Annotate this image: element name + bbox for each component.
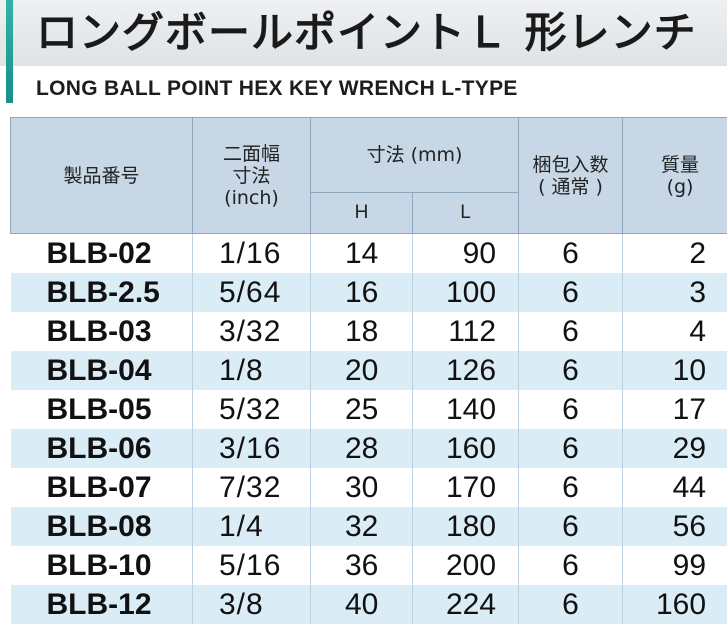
- cell-pack: 6: [519, 351, 623, 390]
- cell-l: 160: [413, 429, 519, 468]
- cell-pack: 6: [519, 312, 623, 351]
- cell-h: 16: [311, 273, 413, 312]
- table-row: BLB-2.5 5/64 16 100 6 3: [11, 273, 727, 312]
- cell-model: BLB-2.5: [11, 273, 193, 312]
- cell-h: 40: [311, 585, 413, 624]
- cell-model: BLB-04: [11, 351, 193, 390]
- table-row: BLB-02 1/16 14 90 6 2: [11, 234, 727, 274]
- cell-l: 200: [413, 546, 519, 585]
- cell-l: 90: [413, 234, 519, 274]
- cell-h: 14: [311, 234, 413, 274]
- cell-inch: 1/8: [193, 351, 311, 390]
- page-subtitle: LONG BALL POINT HEX KEY WRENCH L-TYPE: [36, 77, 518, 101]
- cell-mass: 56: [623, 507, 727, 546]
- cell-h: 30: [311, 468, 413, 507]
- table-row: BLB-07 7/32 30 170 6 44: [11, 468, 727, 507]
- cell-l: 224: [413, 585, 519, 624]
- cell-h: 28: [311, 429, 413, 468]
- cell-inch: 5/64: [193, 273, 311, 312]
- cell-pack: 6: [519, 585, 623, 624]
- header-width: 二面幅 寸法 (inch): [193, 118, 311, 234]
- cell-mass: 10: [623, 351, 727, 390]
- table-row: BLB-12 3/8 40 224 6 160: [11, 585, 727, 624]
- cell-inch: 7/32: [193, 468, 311, 507]
- cell-pack: 6: [519, 390, 623, 429]
- cell-model: BLB-06: [11, 429, 193, 468]
- table-row: BLB-05 5/32 25 140 6 17: [11, 390, 727, 429]
- header-dimension-label: 寸法 (mm): [367, 144, 463, 166]
- cell-h: 36: [311, 546, 413, 585]
- cell-inch: 1/16: [193, 234, 311, 274]
- spec-table: 製品番号 二面幅 寸法 (inch) 寸法 (mm) 梱包入数 ( 通常 ) 質…: [10, 117, 727, 624]
- header-mass-line1: 質量: [661, 154, 699, 176]
- cell-pack: 6: [519, 468, 623, 507]
- cell-model: BLB-02: [11, 234, 193, 274]
- header-model-label: 製品番号: [63, 165, 139, 187]
- cell-model: BLB-03: [11, 312, 193, 351]
- cell-inch: 3/8: [193, 585, 311, 624]
- cell-l: 140: [413, 390, 519, 429]
- cell-model: BLB-08: [11, 507, 193, 546]
- table-row: BLB-06 3/16 28 160 6 29: [11, 429, 727, 468]
- cell-h: 18: [311, 312, 413, 351]
- cell-model: BLB-12: [11, 585, 193, 624]
- header-mass-line2: (g): [667, 176, 694, 198]
- cell-l: 126: [413, 351, 519, 390]
- header-pack: 梱包入数 ( 通常 ): [519, 118, 623, 234]
- cell-pack: 6: [519, 234, 623, 274]
- header-model: 製品番号: [11, 118, 193, 234]
- cell-h: 32: [311, 507, 413, 546]
- header-mass: 質量 (g): [623, 118, 727, 234]
- table-row: BLB-10 5/16 36 200 6 99: [11, 546, 727, 585]
- header-h: H: [311, 193, 413, 234]
- accent-bar: [6, 0, 13, 103]
- header-width-line1: 二面幅: [223, 143, 280, 165]
- cell-l: 170: [413, 468, 519, 507]
- header-l: L: [413, 193, 519, 234]
- cell-mass: 4: [623, 312, 727, 351]
- table-row: BLB-03 3/32 18 112 6 4: [11, 312, 727, 351]
- cell-l: 100: [413, 273, 519, 312]
- header-width-line2: 寸法: [232, 165, 270, 187]
- cell-l: 112: [413, 312, 519, 351]
- cell-pack: 6: [519, 429, 623, 468]
- cell-pack: 6: [519, 507, 623, 546]
- cell-inch: 3/32: [193, 312, 311, 351]
- cell-model: BLB-07: [11, 468, 193, 507]
- table-row: BLB-08 1/4 32 180 6 56: [11, 507, 727, 546]
- cell-mass: 2: [623, 234, 727, 274]
- cell-inch: 3/16: [193, 429, 311, 468]
- cell-h: 20: [311, 351, 413, 390]
- cell-mass: 17: [623, 390, 727, 429]
- cell-l: 180: [413, 507, 519, 546]
- cell-model: BLB-05: [11, 390, 193, 429]
- cell-model: BLB-10: [11, 546, 193, 585]
- header-pack-line2: ( 通常 ): [538, 176, 603, 198]
- cell-mass: 160: [623, 585, 727, 624]
- cell-inch: 5/32: [193, 390, 311, 429]
- table-row: BLB-04 1/8 20 126 6 10: [11, 351, 727, 390]
- cell-inch: 5/16: [193, 546, 311, 585]
- cell-mass: 3: [623, 273, 727, 312]
- page-title: ロングボールポイントＬ 形レンチ: [36, 8, 697, 58]
- cell-pack: 6: [519, 273, 623, 312]
- cell-pack: 6: [519, 546, 623, 585]
- header-width-line3: (inch): [224, 187, 279, 209]
- cell-inch: 1/4: [193, 507, 311, 546]
- cell-h: 25: [311, 390, 413, 429]
- header-pack-line1: 梱包入数: [533, 154, 609, 176]
- cell-mass: 99: [623, 546, 727, 585]
- header-dimension: 寸法 (mm): [311, 118, 519, 193]
- cell-mass: 44: [623, 468, 727, 507]
- cell-mass: 29: [623, 429, 727, 468]
